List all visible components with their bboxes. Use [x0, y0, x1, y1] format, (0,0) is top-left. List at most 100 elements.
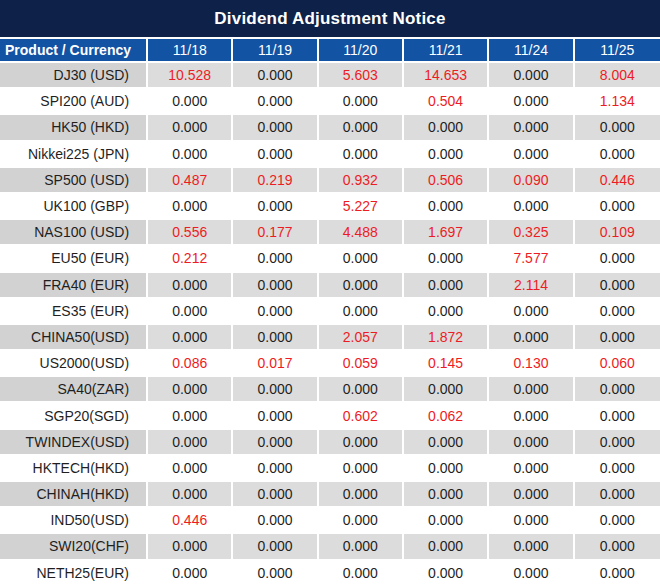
value-cell: 0.000 [148, 299, 233, 325]
value-cell: 0.000 [148, 403, 233, 429]
value-cell: 0.000 [404, 534, 489, 560]
value-cell: 0.000 [575, 561, 660, 587]
value-cell: 0.000 [404, 194, 489, 220]
table-row: IND50(USD)0.4460.0000.0000.0000.0000.000 [0, 508, 660, 534]
value-cell: 0.000 [319, 430, 404, 456]
value-cell: 0.000 [233, 430, 318, 456]
value-cell: 0.000 [575, 482, 660, 508]
value-cell: 0.000 [148, 115, 233, 141]
value-cell: 0.000 [575, 273, 660, 299]
value-cell: 0.504 [404, 89, 489, 115]
value-cell: 5.227 [319, 194, 404, 220]
value-cell: 0.000 [148, 561, 233, 587]
value-cell: 0.000 [233, 194, 318, 220]
value-cell: 0.000 [319, 273, 404, 299]
product-cell: CHINAH(HKD) [0, 482, 148, 508]
value-cell: 0.000 [489, 534, 574, 560]
table-row: ES35 (EUR)0.0000.0000.0000.0000.0000.000 [0, 299, 660, 325]
product-cell: HKTECH(HKD) [0, 456, 148, 482]
product-cell: IND50(USD) [0, 508, 148, 534]
product-cell: SWI20(CHF) [0, 534, 148, 560]
table-row: EU50 (EUR)0.2120.0000.0000.0007.5770.000 [0, 246, 660, 272]
value-cell: 0.000 [319, 142, 404, 168]
product-cell: SPI200 (AUD) [0, 89, 148, 115]
value-cell: 0.446 [575, 168, 660, 194]
value-cell: 0.000 [489, 561, 574, 587]
value-cell: 0.000 [575, 299, 660, 325]
value-cell: 0.556 [148, 220, 233, 246]
dividend-table: Product / Currency 11/1811/1911/2011/211… [0, 39, 660, 587]
value-cell: 0.000 [404, 115, 489, 141]
value-cell: 0.000 [404, 430, 489, 456]
table-row: SGP20(SGD)0.0000.0000.6020.0620.0000.000 [0, 403, 660, 429]
value-cell: 0.000 [148, 142, 233, 168]
table-row: HK50 (HKD)0.0000.0000.0000.0000.0000.000 [0, 115, 660, 141]
value-cell: 0.000 [233, 508, 318, 534]
value-cell: 0.000 [489, 508, 574, 534]
value-cell: 0.060 [575, 351, 660, 377]
value-cell: 0.000 [233, 482, 318, 508]
product-cell: SGP20(SGD) [0, 403, 148, 429]
product-cell: TWINDEX(USD) [0, 430, 148, 456]
value-cell: 0.000 [575, 456, 660, 482]
value-cell: 0.000 [233, 246, 318, 272]
value-cell: 0.000 [489, 430, 574, 456]
value-cell: 0.000 [233, 456, 318, 482]
dividend-adjustment-notice-panel: Dividend Adjustment Notice Product / Cur… [0, 0, 660, 587]
table-row: SPI200 (AUD)0.0000.0000.0000.5040.0001.1… [0, 89, 660, 115]
table-row: Nikkei225 (JPN)0.0000.0000.0000.0000.000… [0, 142, 660, 168]
product-cell: NAS100 (USD) [0, 220, 148, 246]
value-cell: 0.000 [319, 482, 404, 508]
value-cell: 0.000 [233, 89, 318, 115]
value-cell: 0.000 [233, 325, 318, 351]
product-cell: US2000(USD) [0, 351, 148, 377]
value-cell: 0.000 [148, 377, 233, 403]
value-cell: 0.000 [489, 142, 574, 168]
value-cell: 0.000 [575, 508, 660, 534]
table-row: TWINDEX(USD)0.0000.0000.0000.0000.0000.0… [0, 430, 660, 456]
value-cell: 0.000 [233, 273, 318, 299]
value-cell: 1.134 [575, 89, 660, 115]
value-cell: 7.577 [489, 246, 574, 272]
value-cell: 0.000 [319, 299, 404, 325]
value-cell: 1.872 [404, 325, 489, 351]
value-cell: 0.000 [233, 63, 318, 89]
value-cell: 0.219 [233, 168, 318, 194]
value-cell: 0.000 [319, 377, 404, 403]
value-cell: 0.000 [489, 377, 574, 403]
value-cell: 0.000 [148, 534, 233, 560]
value-cell: 2.057 [319, 325, 404, 351]
value-cell: 0.000 [404, 246, 489, 272]
table-row: CHINAH(HKD)0.0000.0000.0000.0000.0000.00… [0, 482, 660, 508]
table-row: NETH25(EUR)0.0000.0000.0000.0000.0000.00… [0, 561, 660, 587]
product-cell: UK100 (GBP) [0, 194, 148, 220]
value-cell: 5.603 [319, 63, 404, 89]
value-cell: 0.000 [319, 246, 404, 272]
value-cell: 0.212 [148, 246, 233, 272]
value-cell: 0.000 [404, 273, 489, 299]
value-cell: 0.000 [404, 561, 489, 587]
product-cell: NETH25(EUR) [0, 561, 148, 587]
value-cell: 0.000 [575, 377, 660, 403]
table-row: FRA40 (EUR)0.0000.0000.0000.0002.1140.00… [0, 273, 660, 299]
value-cell: 0.487 [148, 168, 233, 194]
value-cell: 0.000 [148, 194, 233, 220]
value-cell: 0.000 [148, 273, 233, 299]
value-cell: 0.000 [575, 534, 660, 560]
date-column-header: 11/18 [148, 39, 233, 63]
value-cell: 0.000 [148, 89, 233, 115]
value-cell: 0.000 [575, 115, 660, 141]
product-cell: SA40(ZAR) [0, 377, 148, 403]
value-cell: 0.000 [489, 194, 574, 220]
value-cell: 0.000 [148, 482, 233, 508]
value-cell: 0.000 [489, 115, 574, 141]
value-cell: 4.488 [319, 220, 404, 246]
value-cell: 0.000 [404, 299, 489, 325]
value-cell: 0.000 [233, 534, 318, 560]
value-cell: 0.000 [489, 403, 574, 429]
value-cell: 0.000 [233, 403, 318, 429]
value-cell: 0.130 [489, 351, 574, 377]
value-cell: 0.000 [575, 142, 660, 168]
value-cell: 0.000 [319, 456, 404, 482]
value-cell: 0.000 [233, 115, 318, 141]
